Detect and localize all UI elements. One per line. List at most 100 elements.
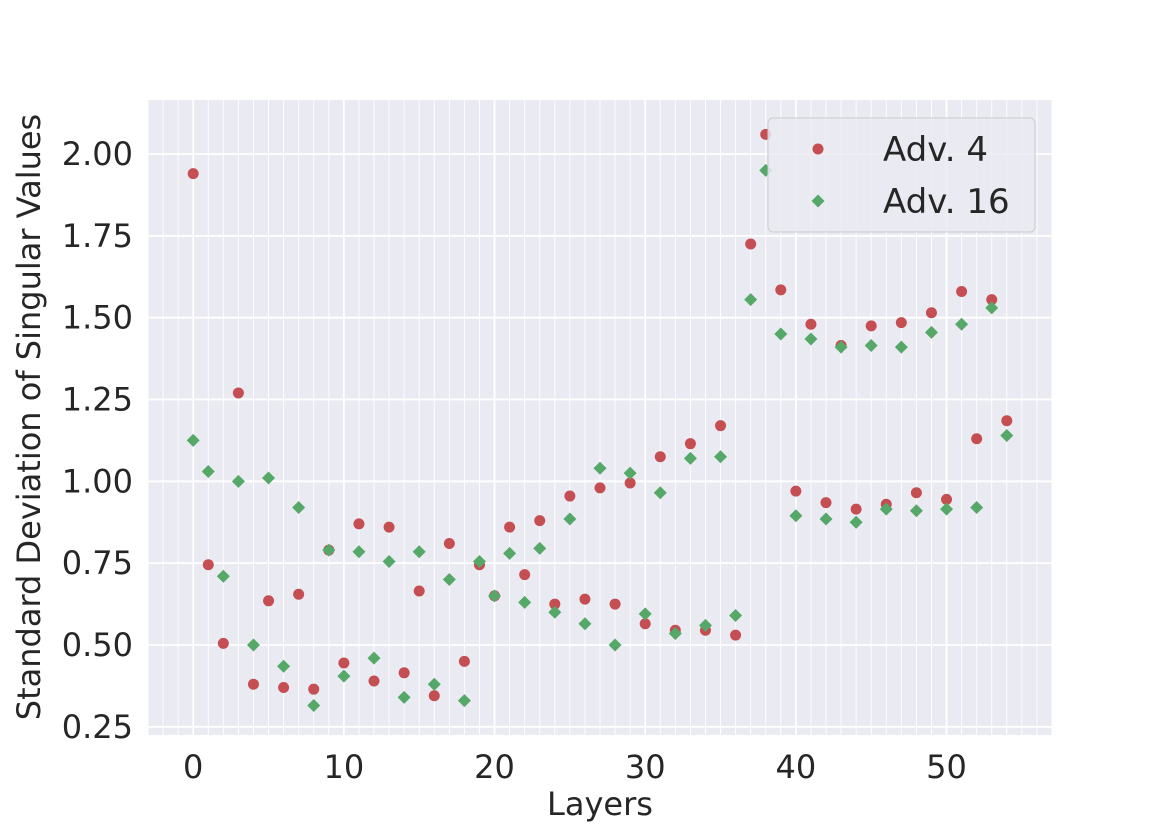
y-axis-label: Standard Deviation of Singular Values — [10, 114, 48, 720]
data-point-circle — [730, 629, 742, 641]
data-point-circle — [820, 497, 832, 509]
data-point-diamond — [623, 466, 637, 480]
data-point-circle — [534, 515, 546, 527]
data-point-diamond — [955, 317, 969, 331]
data-point-circle — [925, 307, 937, 319]
data-point-circle — [594, 482, 606, 494]
x-tick-label: 10 — [324, 748, 365, 786]
data-point-circle — [1001, 415, 1013, 427]
x-tick-label: 50 — [926, 748, 967, 786]
data-point-diamond — [472, 555, 486, 569]
data-point-circle — [247, 678, 259, 690]
legend-box — [767, 117, 1036, 233]
data-point-diamond — [1000, 429, 1014, 443]
legend-marker — [811, 194, 825, 208]
data-point-circle — [609, 598, 621, 610]
data-point-circle — [504, 521, 516, 533]
tick-labels: 0 10 20 30 40 50 0.25 0.50 0.75 1.00 1.25 1.50 1.75 2… — [62, 135, 967, 786]
legend-label: Adv. 4 — [883, 130, 988, 170]
data-point-diamond — [427, 677, 441, 691]
data-point-circle — [971, 433, 983, 445]
data-point-circle — [263, 595, 275, 607]
data-point-circle — [353, 518, 365, 530]
data-point-diamond — [683, 451, 697, 465]
data-point-diamond — [940, 502, 954, 516]
data-point-diamond — [879, 502, 893, 516]
data-point-circle — [398, 667, 410, 679]
data-point-diamond — [593, 461, 607, 475]
data-point-diamond — [864, 338, 878, 352]
data-point-diamond — [849, 515, 863, 529]
data-point-diamond — [397, 690, 411, 704]
data-point-diamond — [216, 569, 230, 583]
data-point-diamond — [352, 545, 366, 559]
data-point-diamond — [744, 293, 758, 307]
data-point-circle — [549, 598, 561, 610]
data-points — [186, 128, 1014, 713]
y-tick-label: 1.75 — [62, 217, 133, 255]
data-point-diamond — [578, 617, 592, 631]
data-point-diamond — [367, 651, 381, 665]
data-point-diamond — [322, 543, 336, 557]
data-point-diamond — [668, 627, 682, 641]
data-point-diamond — [277, 659, 291, 673]
data-point-diamond — [608, 638, 622, 652]
x-tick-label: 30 — [625, 748, 666, 786]
data-point-circle — [368, 675, 380, 687]
data-point-circle — [865, 320, 877, 332]
y-tick-label: 1.00 — [62, 462, 133, 500]
data-point-circle — [805, 318, 817, 330]
data-point-circle — [519, 569, 531, 581]
data-point-diamond — [638, 607, 652, 621]
data-point-circle — [941, 493, 953, 505]
data-point-diamond — [488, 589, 502, 603]
y-tick-label: 0.75 — [62, 544, 133, 582]
data-point-diamond — [231, 474, 245, 488]
data-point-diamond — [307, 699, 321, 713]
data-point-diamond — [819, 512, 833, 526]
data-point-circle — [383, 521, 395, 533]
y-tick-label: 0.25 — [62, 708, 133, 746]
data-point-diamond — [653, 486, 667, 500]
data-point-diamond — [201, 465, 215, 479]
data-point-circle — [187, 168, 199, 180]
data-point-diamond — [186, 433, 200, 447]
data-point-diamond — [442, 573, 456, 587]
legend-marker — [812, 143, 824, 155]
data-point-diamond — [382, 555, 396, 569]
series-adv4 — [187, 128, 1013, 702]
data-point-diamond — [412, 545, 426, 559]
data-point-circle — [413, 585, 425, 597]
data-point-circle — [850, 503, 862, 515]
data-point-circle — [308, 683, 320, 695]
data-point-diamond — [563, 512, 577, 526]
data-point-diamond — [834, 340, 848, 354]
data-point-diamond — [909, 504, 923, 518]
data-point-diamond — [714, 450, 728, 464]
data-point-circle — [745, 238, 757, 250]
x-tick-label: 20 — [474, 748, 515, 786]
data-point-diamond — [789, 509, 803, 523]
data-point-diamond — [985, 301, 999, 315]
x-tick-label: 40 — [776, 748, 817, 786]
data-point-diamond — [698, 618, 712, 632]
data-point-circle — [910, 487, 922, 499]
data-point-circle — [338, 657, 350, 669]
data-point-circle — [564, 490, 576, 502]
data-point-diamond — [337, 669, 351, 683]
data-point-diamond — [729, 609, 743, 623]
data-point-circle — [986, 294, 998, 306]
data-point-diamond — [292, 501, 306, 515]
series-adv16 — [186, 163, 1014, 713]
data-point-diamond — [774, 327, 788, 341]
data-point-diamond — [548, 605, 562, 619]
data-point-diamond — [518, 595, 532, 609]
data-point-circle — [639, 618, 651, 630]
y-tick-label: 1.50 — [62, 299, 133, 337]
data-point-diamond — [924, 325, 938, 339]
data-point-diamond — [262, 471, 276, 485]
data-point-circle — [278, 682, 290, 694]
data-point-circle — [293, 588, 305, 600]
data-point-circle — [232, 387, 244, 399]
